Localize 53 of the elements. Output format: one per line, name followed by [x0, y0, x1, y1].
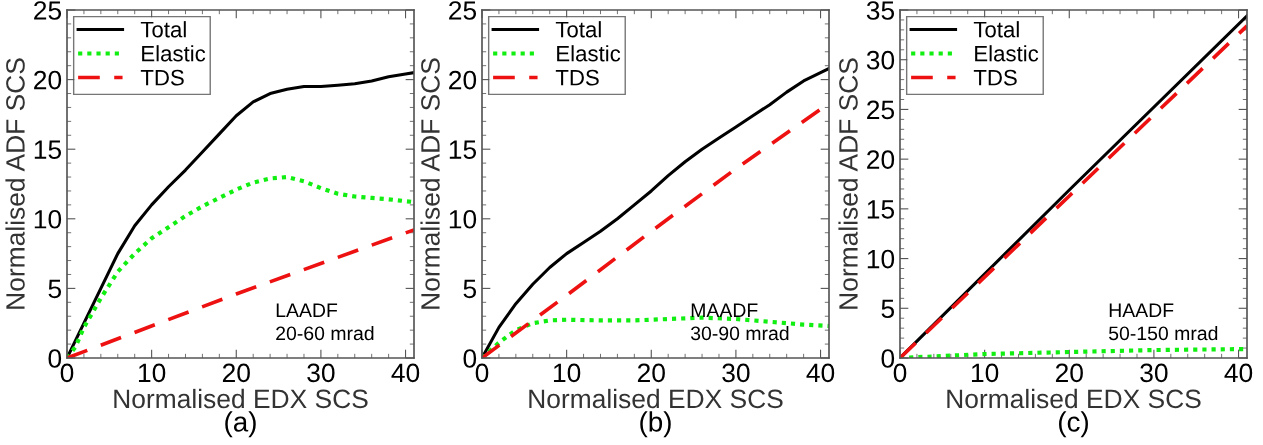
- legend-label: Elastic: [142, 45, 206, 62]
- legend-label: Elastic: [975, 45, 1039, 62]
- y-tick-label: 0: [48, 349, 62, 368]
- x-tick-label: 30: [722, 363, 750, 383]
- text: (c): [1059, 411, 1088, 438]
- annotation: HAADF 50-150 mrad: [1108, 303, 1218, 341]
- legend-label: TDS: [140, 69, 184, 86]
- y-tick-label: 0: [463, 349, 477, 368]
- text: (a): [225, 411, 256, 438]
- x-axis-title: Normalised EDX SCS: [114, 388, 368, 409]
- y-tick-label: 15: [867, 200, 895, 219]
- y-tick-label: 0: [881, 349, 895, 368]
- y-axis-title: Normalised ADF SCS: [838, 58, 858, 309]
- x-tick-label: 40: [391, 363, 420, 383]
- y-tick-label: 20: [34, 70, 62, 90]
- y-tick-label: 5: [463, 279, 477, 299]
- y-tick-label: 5: [48, 279, 62, 299]
- y-tick-label: 25: [449, 1, 477, 20]
- x-tick-label: 10: [553, 363, 581, 383]
- y-tick-label: 10: [867, 249, 895, 269]
- x-axis-title: Normalised EDX SCS: [947, 388, 1201, 409]
- y-tick-label: 10: [449, 209, 477, 229]
- y-tick-label: 35: [866, 1, 895, 20]
- x-tick-label: 20: [1055, 363, 1083, 383]
- legend-label: TDS: [973, 69, 1017, 86]
- y-tick-label: 20: [449, 70, 477, 90]
- y-tick-label: 20: [867, 150, 895, 169]
- legend-label: Total: [973, 21, 1019, 38]
- y-tick-label: 25: [34, 1, 62, 20]
- y-tick-label: 30: [866, 50, 895, 70]
- x-axis-title: Normalised EDX SCS: [529, 388, 783, 409]
- legend-label: Elastic: [557, 45, 621, 62]
- y-axis-title: Normalised ADF SCS: [5, 58, 25, 309]
- x-tick-label: 10: [971, 363, 999, 383]
- x-tick-label: 20: [222, 363, 250, 383]
- x-tick-label: 10: [138, 363, 166, 383]
- y-tick-label: 10: [34, 209, 62, 229]
- y-tick-label: 15: [449, 140, 477, 160]
- annotation: LAADF 20-60 mrad: [276, 303, 374, 341]
- annotation: MAADF 30-90 mrad: [690, 303, 789, 341]
- x-tick-label: 40: [806, 363, 835, 383]
- legend-label: Total: [555, 21, 601, 38]
- x-tick-label: 30: [1140, 363, 1168, 383]
- x-tick-label: 40: [1224, 363, 1253, 383]
- text: (b): [640, 411, 671, 438]
- y-tick-label: 15: [34, 140, 62, 160]
- x-tick-label: 30: [307, 363, 335, 383]
- y-tick-label: 25: [867, 100, 895, 120]
- legend-label: Total: [140, 21, 186, 38]
- legend-label: TDS: [555, 69, 599, 86]
- y-axis-title: Normalised ADF SCS: [420, 58, 440, 309]
- y-tick-label: 5: [881, 299, 895, 319]
- x-tick-label: 20: [637, 363, 665, 383]
